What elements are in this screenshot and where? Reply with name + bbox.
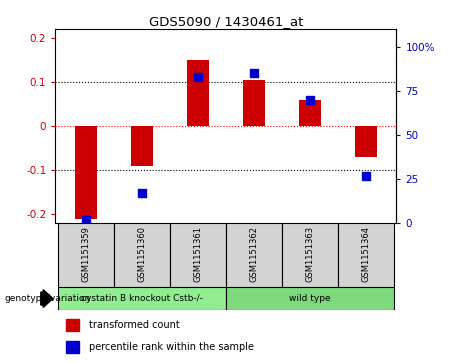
Text: cystatin B knockout Cstb-/-: cystatin B knockout Cstb-/- — [81, 294, 203, 303]
Text: GSM1151363: GSM1151363 — [305, 226, 314, 282]
Bar — [75, 126, 97, 219]
Bar — [299, 100, 321, 126]
FancyBboxPatch shape — [58, 223, 114, 287]
Bar — [65, 319, 79, 331]
FancyArrow shape — [41, 290, 53, 307]
Text: GSM1151361: GSM1151361 — [194, 226, 202, 282]
Text: percentile rank within the sample: percentile rank within the sample — [89, 342, 254, 352]
FancyBboxPatch shape — [282, 223, 338, 287]
Point — [194, 74, 201, 79]
FancyBboxPatch shape — [58, 287, 226, 310]
FancyBboxPatch shape — [114, 223, 170, 287]
Title: GDS5090 / 1430461_at: GDS5090 / 1430461_at — [149, 15, 303, 28]
Bar — [131, 126, 153, 166]
Text: GSM1151360: GSM1151360 — [137, 226, 147, 282]
Bar — [65, 341, 79, 353]
FancyBboxPatch shape — [226, 287, 394, 310]
Point — [83, 217, 90, 223]
Bar — [355, 126, 377, 157]
Text: GSM1151359: GSM1151359 — [82, 226, 90, 282]
Text: transformed count: transformed count — [89, 320, 180, 330]
FancyBboxPatch shape — [338, 223, 394, 287]
Text: wild type: wild type — [289, 294, 331, 303]
Point — [138, 190, 146, 196]
Text: genotype/variation: genotype/variation — [5, 294, 91, 303]
Point — [306, 97, 313, 103]
Bar — [242, 80, 265, 126]
FancyBboxPatch shape — [170, 223, 226, 287]
Text: GSM1151362: GSM1151362 — [249, 226, 258, 282]
Text: GSM1151364: GSM1151364 — [361, 226, 370, 282]
Point — [362, 173, 369, 179]
Bar — [187, 60, 209, 126]
FancyBboxPatch shape — [226, 223, 282, 287]
Point — [250, 70, 258, 76]
